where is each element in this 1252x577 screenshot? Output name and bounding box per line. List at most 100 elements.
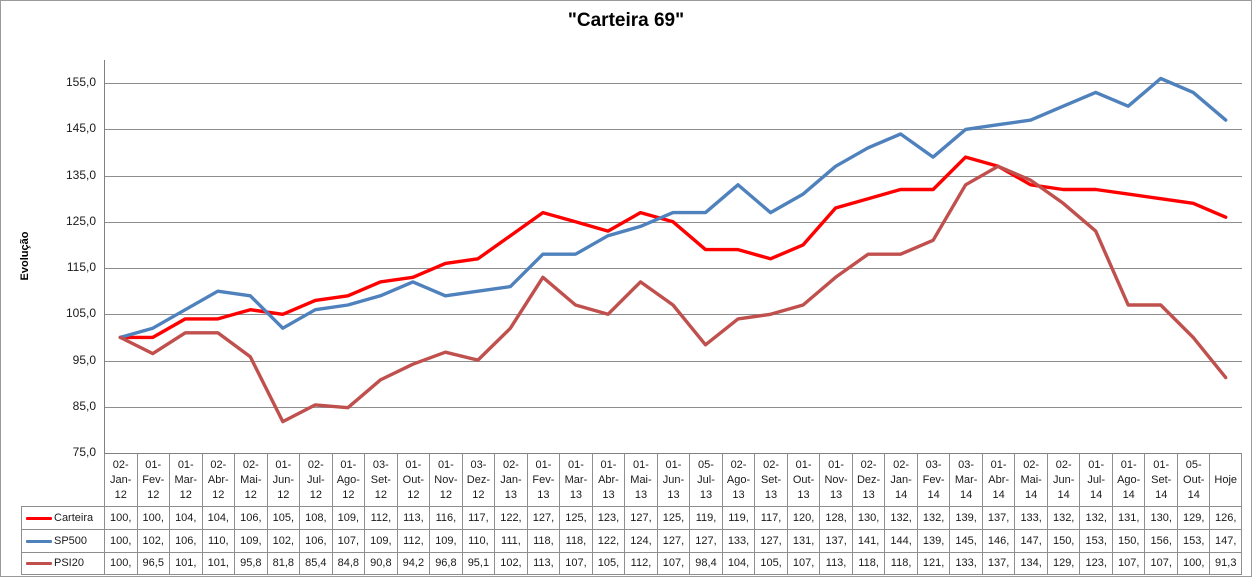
date-header-line: Ago- — [726, 473, 751, 486]
value-cell: 90,8 — [364, 552, 397, 575]
value-cell: 119, — [689, 506, 722, 529]
value-cell: 109, — [234, 529, 267, 552]
date-header-line: 14 — [1090, 488, 1103, 501]
date-header-line: 14 — [1057, 488, 1070, 501]
date-header-line: 13 — [537, 488, 550, 501]
date-header-line: 01- — [990, 458, 1007, 471]
value-cell: 122, — [591, 529, 625, 552]
series-name: PSI20 — [54, 557, 84, 569]
date-header-line: 01- — [1120, 458, 1137, 471]
date-header-line: Mai- — [630, 473, 652, 486]
date-header-line: 12 — [374, 488, 387, 501]
value-cell: 108, — [299, 506, 332, 529]
date-header-line: Mar- — [954, 473, 978, 486]
date-header-line: Nov- — [824, 473, 848, 486]
series-line-carteira — [118, 155, 1228, 340]
value-cell: 147, — [1014, 529, 1047, 552]
value-cell: 153, — [1176, 529, 1210, 552]
value-cell: 109, — [364, 529, 397, 552]
date-header-line: 01- — [828, 458, 845, 471]
date-header-line: 02- — [1023, 458, 1040, 471]
date-header-cell: 01- Jun- 12 — [266, 453, 300, 506]
value-cell: 127, — [754, 529, 787, 552]
value-cell: 150, — [1046, 529, 1080, 552]
date-header-line: Hoje — [1214, 473, 1238, 486]
date-header-line: 02- — [210, 458, 227, 471]
value-cell: 91,3 — [1209, 552, 1242, 575]
date-header-line: 01- — [177, 458, 194, 471]
date-header-line: 12 — [147, 488, 160, 501]
date-header-line: Jan- — [500, 473, 522, 486]
value-cell: 101, — [169, 552, 202, 575]
date-header-line: Set- — [760, 473, 782, 486]
value-cell: 153, — [1079, 529, 1112, 552]
date-header-line: 12 — [179, 488, 192, 501]
value-cell: 132, — [884, 506, 917, 529]
date-header-line: Jun- — [1052, 473, 1075, 486]
date-header-line: 14 — [894, 488, 908, 501]
value-cell: 131, — [1111, 506, 1145, 529]
value-cell: 102, — [494, 552, 527, 575]
value-cell: 112, — [396, 529, 430, 552]
date-header-cell: 02- Mai- 12 — [234, 453, 267, 506]
date-header-line: 13 — [602, 488, 615, 501]
y-tick-label: 125,0 — [65, 213, 96, 228]
value-cell: 132, — [1079, 506, 1112, 529]
date-header-line: 14 — [1187, 488, 1200, 501]
date-header-line: 05- — [1185, 458, 1202, 471]
y-tick-label: 115,0 — [66, 260, 96, 275]
y-tick-label: 135,0 — [65, 167, 96, 182]
value-cell: 117, — [754, 506, 787, 529]
date-header-line: Out- — [402, 473, 425, 486]
value-cell: 106, — [234, 506, 267, 529]
date-header-line: Ago- — [1117, 473, 1141, 486]
date-header-line: 01- — [340, 458, 357, 471]
date-header-line: Fev- — [142, 473, 165, 486]
value-cell: 150, — [1111, 529, 1145, 552]
data-table: 02- Jan- 12 01- Fev- 12 01- Mar- 12 02- Abr- 12 02- M… — [21, 453, 1242, 575]
date-header-cell: 01- Out- 13 — [786, 453, 820, 506]
date-header-line: 02- — [860, 458, 877, 471]
date-header-line: 02- — [502, 458, 519, 471]
value-cell: 133, — [1014, 506, 1047, 529]
value-cell: 130, — [1144, 506, 1177, 529]
value-cell: 116, — [429, 506, 462, 529]
value-cell: 113, — [526, 552, 560, 575]
value-cell: 85,4 — [299, 552, 332, 575]
date-header-cell: 01- Set- 14 — [1144, 453, 1177, 506]
date-header-line: 01- — [633, 458, 649, 471]
value-cell: 109, — [331, 506, 365, 529]
date-header-line: 13 — [667, 488, 680, 501]
date-header-cell: 02- Jun- 14 — [1046, 453, 1080, 506]
date-header-cell: 03- Set- 12 — [364, 453, 397, 506]
value-cell: 156, — [1144, 529, 1177, 552]
date-header-line: Abr- — [207, 473, 229, 486]
value-cell: 107, — [1144, 552, 1177, 575]
date-header-cell: Hoje — [1209, 453, 1242, 506]
legend-swatch-psi20 — [26, 562, 52, 565]
date-header-line: 02- — [112, 458, 129, 471]
date-header-line: 14 — [992, 488, 1005, 501]
legend-key-sp500: SP500 — [21, 529, 104, 552]
date-header-line: 01- — [535, 458, 552, 471]
value-cell: 95,8 — [234, 552, 267, 575]
value-cell: 137, — [981, 506, 1015, 529]
date-header-cell: 03- Dez- 12 — [461, 453, 495, 506]
value-cell: 127, — [689, 529, 722, 552]
date-header-line: 12 — [114, 488, 127, 501]
value-cell: 133, — [949, 552, 982, 575]
date-header-line: 14 — [1155, 488, 1168, 501]
date-header-line: Dez- — [466, 473, 491, 486]
date-header-line: 13 — [504, 488, 518, 501]
legend-swatch-sp500 — [26, 539, 52, 543]
series-name: Carteira — [54, 511, 94, 524]
value-cell: 105, — [266, 506, 300, 529]
value-cell: 127, — [656, 529, 690, 552]
date-header-line: Jan- — [890, 473, 912, 486]
date-header-line: 13 — [797, 488, 810, 501]
date-header-line: Jul- — [1087, 473, 1106, 486]
date-header-line: 01- — [795, 458, 812, 471]
value-cell: 105, — [754, 552, 787, 575]
date-header-line: Mai- — [240, 473, 262, 486]
